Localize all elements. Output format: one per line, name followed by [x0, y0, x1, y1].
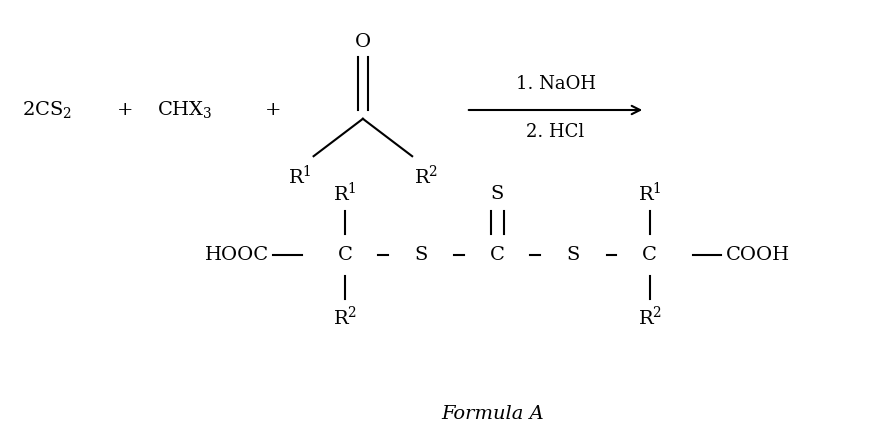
- Text: +: +: [265, 101, 281, 119]
- Text: +: +: [117, 101, 134, 119]
- Text: $\mathregular{R^2}$: $\mathregular{R^2}$: [638, 305, 661, 328]
- Text: HOOC: HOOC: [204, 246, 269, 264]
- Text: C: C: [642, 246, 657, 264]
- Text: S: S: [491, 185, 504, 202]
- Text: $\mathregular{R^1}$: $\mathregular{R^1}$: [333, 182, 357, 205]
- Text: O: O: [355, 33, 371, 51]
- Text: COOH: COOH: [726, 246, 790, 264]
- Text: $\mathregular{R^1}$: $\mathregular{R^1}$: [289, 165, 312, 187]
- Text: $\mathregular{2CS_2}$: $\mathregular{2CS_2}$: [22, 99, 73, 121]
- Text: C: C: [490, 246, 504, 264]
- Text: S: S: [567, 246, 580, 264]
- Text: 2. HCl: 2. HCl: [526, 123, 585, 141]
- Text: $\mathregular{R^2}$: $\mathregular{R^2}$: [414, 165, 437, 187]
- Text: Formula A: Formula A: [442, 405, 544, 422]
- Text: $\mathregular{CHX_3}$: $\mathregular{CHX_3}$: [157, 99, 212, 121]
- Text: C: C: [338, 246, 352, 264]
- Text: S: S: [415, 246, 427, 264]
- Text: $\mathregular{R^2}$: $\mathregular{R^2}$: [333, 305, 357, 328]
- Text: $\mathregular{R^1}$: $\mathregular{R^1}$: [638, 182, 661, 205]
- Text: 1. NaOH: 1. NaOH: [515, 75, 596, 92]
